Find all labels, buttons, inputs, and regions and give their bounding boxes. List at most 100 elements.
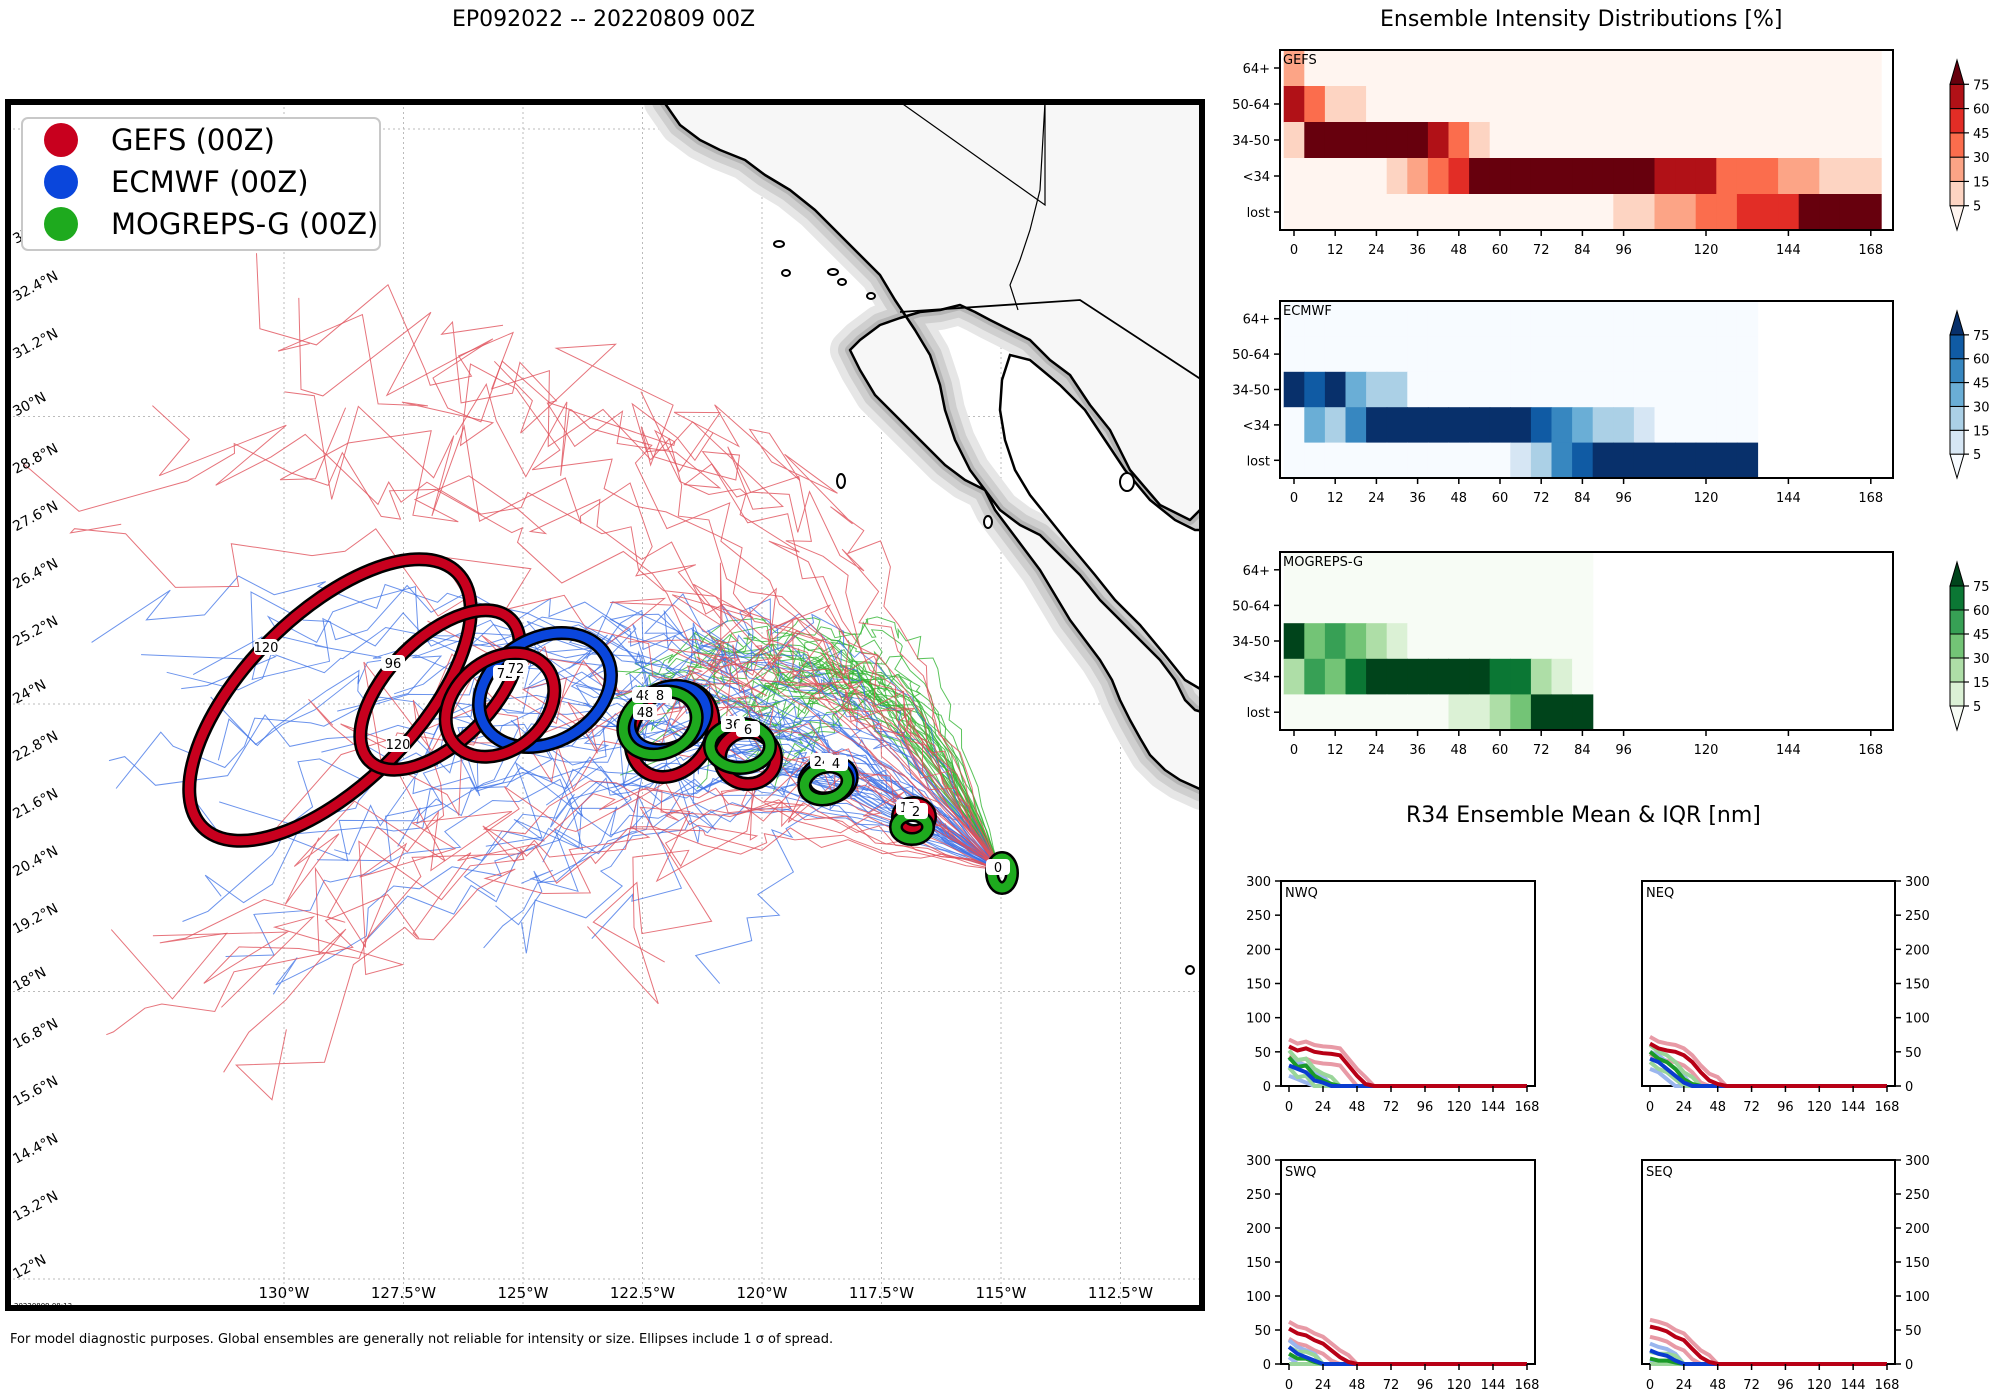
heatmap-cell — [1324, 371, 1347, 408]
heatmap-cell — [1716, 336, 1738, 373]
x-tick-label: 96 — [1417, 1100, 1434, 1115]
x-tick-label: 84 — [1574, 743, 1591, 758]
label-bg — [504, 660, 528, 676]
mogreps-track — [693, 662, 1001, 871]
x-tick-label: 36 — [1409, 743, 1426, 758]
heatmap-cell — [1366, 623, 1388, 660]
x-tick-label: 72 — [1743, 1100, 1760, 1115]
heatmap-model-label: GEFS — [1283, 53, 1317, 68]
heatmap-cell — [1366, 194, 1388, 231]
heatmap-cell — [1654, 194, 1676, 231]
heatmap-gefs: GEFS 64+ 50-64 34-50 <34 lost 0 12 24 36 48 60 72 84 9… — [1232, 49, 1894, 258]
x-tick-label: 0 — [1646, 1378, 1654, 1393]
heatmap-model-label: MOGREPS-G — [1283, 555, 1363, 570]
gefs-track — [640, 391, 1001, 871]
heatmap-cell — [1324, 301, 1347, 337]
heatmap-cell — [1716, 194, 1738, 231]
heatmap-cell — [1572, 623, 1594, 660]
heatmap-cell — [1489, 407, 1511, 444]
lon-label: 120°W — [737, 1284, 788, 1302]
heatmap-cell — [1386, 301, 1408, 337]
heatmap-cell — [1469, 371, 1491, 408]
y-tick-label: 50 — [1905, 1324, 1922, 1339]
heatmap-cell — [1469, 552, 1491, 589]
heatmap-cell — [1427, 442, 1450, 479]
heatmap-cell — [1572, 86, 1594, 123]
gefs-track — [616, 644, 1001, 871]
heatmap-cell — [1819, 158, 1841, 195]
heatmap-cell — [1283, 194, 1305, 231]
heatmap-cell — [1530, 442, 1553, 479]
x-tick-label: 48 — [1349, 1100, 1366, 1115]
heatmap-cell — [1695, 442, 1717, 479]
heatmap-cell — [1530, 301, 1553, 337]
heatmap-cell — [1695, 86, 1717, 123]
heatmap-cell — [1489, 587, 1511, 624]
heatmap-cell — [1407, 623, 1429, 660]
heatmap-cell — [1613, 442, 1635, 479]
x-tick-label: 24 — [1315, 1378, 1332, 1393]
colorbar-extend-top — [1949, 58, 1965, 85]
heatmap-cell — [1695, 301, 1717, 337]
heatmap-cell — [1572, 301, 1594, 337]
y-tick-label: 50 — [1254, 1324, 1271, 1339]
x-tick-label: 168 — [1858, 743, 1883, 758]
y-tick-label: 250 — [1905, 909, 1930, 924]
y-tick-label: 0 — [1263, 1080, 1271, 1095]
gefs-track — [152, 780, 1001, 984]
heatmap-cell — [1448, 587, 1470, 624]
heatmap-cell — [1407, 442, 1429, 479]
heatmap-cell — [1448, 194, 1470, 231]
gefs-track — [284, 740, 1001, 905]
heatmap-cell — [1572, 658, 1594, 695]
heatmap-cell — [1386, 336, 1408, 373]
heatmap-cell — [1324, 407, 1347, 444]
heatmap-title: Ensemble Intensity Distributions [%] — [1380, 7, 1783, 32]
colorbar-extend-bottom — [1949, 205, 1965, 232]
heatmap-cell — [1427, 50, 1450, 87]
heatmap-cell — [1489, 86, 1511, 123]
heatmap-cell — [1427, 407, 1450, 444]
ellipse-hour-text: 48 — [637, 706, 654, 721]
y-tick-label: 150 — [1905, 1256, 1930, 1271]
label-bg — [986, 859, 1010, 875]
heatmap-cell — [1839, 50, 1862, 87]
heatmap-cell — [1839, 194, 1862, 231]
heatmap-cell — [1386, 658, 1408, 695]
heatmap-cell — [1530, 194, 1553, 231]
r34-panel-label: SEQ — [1646, 1165, 1673, 1180]
x-tick-label: 0 — [1290, 243, 1298, 258]
y-tick-label: 150 — [1905, 978, 1930, 993]
legend-label: GEFS (00Z) — [111, 123, 275, 157]
ecmwf-track — [334, 729, 1001, 871]
heatmap-cell — [1407, 371, 1429, 408]
ecmwf-track — [694, 779, 1001, 984]
heatmap-cell — [1592, 407, 1614, 444]
heatmap-cell — [1860, 158, 1882, 195]
island — [837, 278, 847, 286]
heatmap-cell — [1304, 194, 1326, 231]
heatmap-cell — [1613, 158, 1635, 195]
heatmap-cell — [1345, 587, 1367, 624]
heatmap-model-label: ECMWF — [1283, 304, 1332, 319]
heatmap-cell — [1448, 623, 1470, 660]
heatmap-cell — [1530, 336, 1553, 373]
heatmap-cell — [1469, 158, 1491, 195]
heatmap-cell — [1407, 658, 1429, 695]
heatmap-cell — [1366, 371, 1388, 408]
heatmap-cell — [1386, 50, 1408, 87]
heatmap-cell — [1345, 122, 1367, 159]
ellipse-hour-label: 8 — [648, 687, 672, 704]
ellipse-hour-label: 120 — [386, 736, 410, 753]
heatmap-cell — [1345, 658, 1367, 695]
gefs-track — [277, 313, 1001, 871]
heatmap-cell — [1530, 694, 1553, 731]
ellipse-hour-label: 96 — [381, 655, 405, 672]
heatmap-cell — [1324, 122, 1347, 159]
x-tick-label: 72 — [1383, 1100, 1400, 1115]
x-tick-label: 144 — [1776, 743, 1801, 758]
heatmap-cell — [1448, 336, 1470, 373]
y-tick-label: 100 — [1905, 1290, 1930, 1305]
heatmap-cell — [1551, 158, 1573, 195]
heatmap-cell — [1572, 336, 1594, 373]
